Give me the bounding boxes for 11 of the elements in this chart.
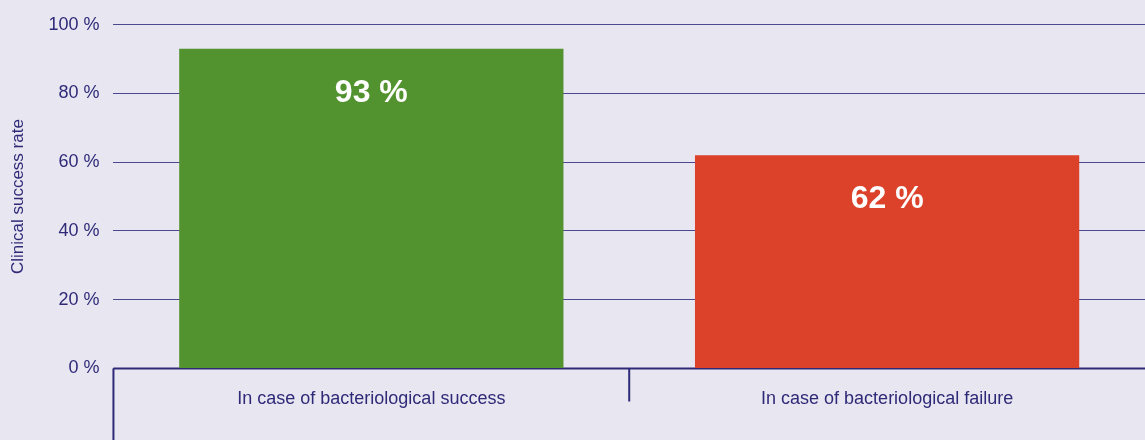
y-tick-label: 40 % bbox=[58, 219, 100, 240]
x-tick-label: In case of bacteriological failure bbox=[761, 388, 1014, 409]
y-tick-label: 60 % bbox=[58, 151, 100, 172]
y-tick-label: 0 % bbox=[68, 357, 100, 378]
y-axis-title: Clinical success rate bbox=[7, 119, 27, 275]
data-label: 93 % bbox=[334, 72, 408, 109]
x-tick-label: In case of bacteriological success bbox=[237, 388, 506, 409]
y-tick-label: 80 % bbox=[58, 82, 100, 103]
data-label: 62 % bbox=[850, 179, 924, 216]
y-tick-label: 100 % bbox=[48, 13, 100, 34]
y-tick-label: 20 % bbox=[58, 288, 100, 309]
